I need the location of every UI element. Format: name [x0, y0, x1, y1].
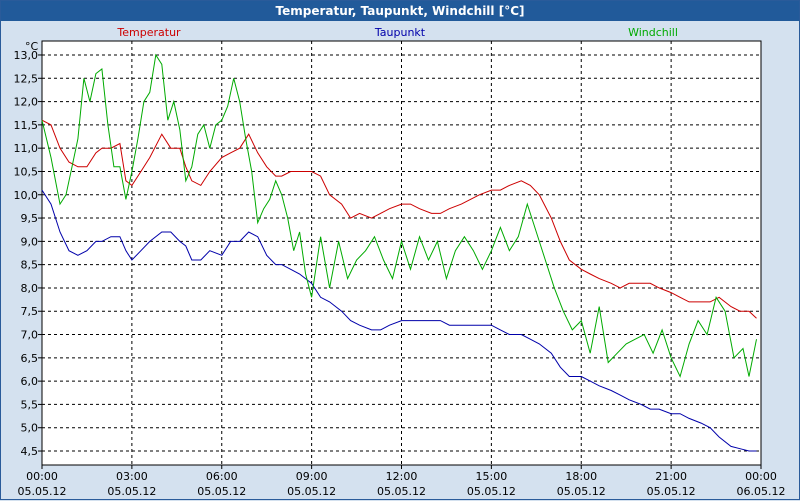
y-tick-label: 5,5 — [21, 398, 39, 411]
x-tick-date-label: 05.05.12 — [197, 485, 246, 498]
y-tick-label: 12,5 — [14, 72, 39, 85]
grid-lines — [42, 41, 761, 465]
y-axis: 4,5 5,0 5,5 6,0 6,5 7,0 7,5 8,0 8,5 9,0 9,5 10,0 10,… — [14, 49, 42, 458]
y-tick-label: 13,0 — [14, 49, 39, 62]
x-tick-date-label: 05.05.12 — [107, 485, 156, 498]
x-tick-time-label: 18:00 — [565, 470, 597, 483]
y-tick-label: 12,0 — [14, 96, 39, 109]
x-tick-time-label: 15:00 — [476, 470, 508, 483]
x-tick-time-label: 09:00 — [296, 470, 328, 483]
legend-windchill: Windchill — [628, 26, 678, 39]
y-tick-label: 8,0 — [21, 282, 39, 295]
y-tick-label: 10,5 — [14, 165, 39, 178]
y-tick-label: 7,5 — [21, 305, 39, 318]
x-tick-date-label: 05.05.12 — [647, 485, 696, 498]
x-tick-date-label: 05.05.12 — [18, 485, 67, 498]
y-tick-label: 9,0 — [21, 235, 39, 248]
y-axis-unit: °C — [25, 40, 39, 53]
y-tick-label: 9,5 — [21, 212, 39, 225]
y-tick-label: 11,5 — [14, 119, 39, 132]
x-tick-date-label: 05.05.12 — [377, 485, 426, 498]
series-lines — [41, 53, 757, 452]
y-tick-label: 6,5 — [21, 352, 39, 365]
x-tick-time-label: 00:00 — [26, 470, 58, 483]
x-axis: 00:00 05.05.12 03:00 05.05.12 06:00 05.05.12 0… — [18, 465, 786, 498]
y-tick-label: 11,0 — [14, 142, 39, 155]
series-line-windchill — [41, 53, 757, 378]
legend-temperatur: Temperatur — [116, 26, 181, 39]
x-tick-date-label: 06.05.12 — [737, 485, 786, 498]
y-tick-label: 8,5 — [21, 259, 39, 272]
y-tick-label: 7,0 — [21, 329, 39, 342]
y-tick-label: 10,0 — [14, 189, 39, 202]
x-tick-time-label: 21:00 — [655, 470, 687, 483]
legend-taupunkt: Taupunkt — [374, 26, 426, 39]
x-tick-time-label: 00:00 — [745, 470, 777, 483]
y-tick-label: 5,0 — [21, 422, 39, 435]
y-tick-label: 4,5 — [21, 445, 39, 458]
chart-title: Temperatur, Taupunkt, Windchill [°C] — [1, 1, 799, 21]
x-tick-date-label: 05.05.12 — [557, 485, 606, 498]
series-line-temperatur — [41, 119, 757, 319]
y-tick-label: 6,0 — [21, 375, 39, 388]
x-tick-time-label: 03:00 — [116, 470, 148, 483]
x-tick-time-label: 12:00 — [386, 470, 418, 483]
x-tick-date-label: 05.05.12 — [467, 485, 516, 498]
x-tick-time-label: 06:00 — [206, 470, 238, 483]
series-line-taupunkt — [41, 189, 757, 452]
x-tick-date-label: 05.05.12 — [287, 485, 336, 498]
